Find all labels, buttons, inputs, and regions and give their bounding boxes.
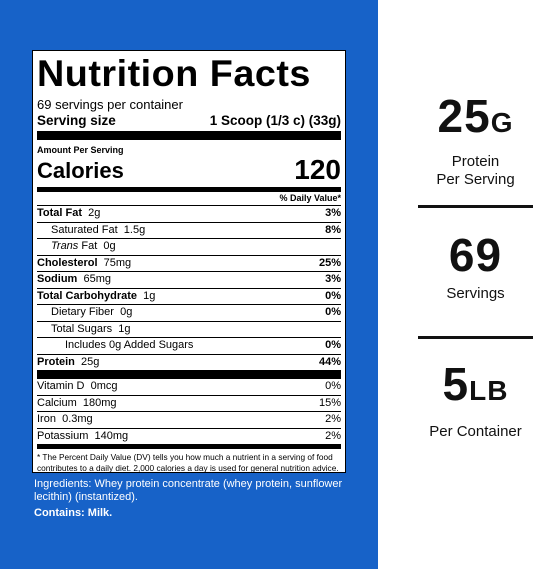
nutrient-dv: 0%: [325, 339, 341, 351]
stat-caption-2: Per Serving: [436, 171, 515, 188]
stat-number: 25: [437, 90, 491, 142]
daily-value-footnote: * The Percent Daily Value (DV) tells you…: [37, 452, 339, 473]
nutrient-row-added-sugars: Includes 0g Added Sugars 0%: [37, 337, 341, 354]
nutrient-name: Saturated Fat: [51, 223, 118, 236]
nutrient-name: Trans: [51, 240, 79, 252]
nutrient-name: Dietary Fiber: [51, 306, 114, 318]
thick-divider: [37, 131, 341, 140]
nutrient-dv: 3%: [325, 207, 341, 219]
vitamin-name: Vitamin D: [37, 380, 85, 392]
allergen-contains-text: Contains: Milk.: [34, 507, 113, 519]
nutrient-amount: 75mg: [103, 256, 132, 269]
nutrient-name: Total Carbohydrate: [37, 289, 138, 302]
nutrient-name: Sodium: [37, 273, 78, 285]
nutrient-row-saturated-fat: Saturated Fat 1.5g 8%: [37, 221, 341, 239]
nutrient-row-sodium: Sodium 65mg 3%: [37, 271, 341, 288]
nutrient-row-protein: Protein 25g 44%: [37, 353, 341, 371]
stat-number: 5: [442, 358, 470, 410]
nutrient-amount: 1.5g: [123, 223, 146, 236]
calories-row: Calories 120: [37, 156, 341, 184]
serving-size-value: 1 Scoop (1/3 c) (33g): [209, 113, 341, 128]
servings-per-container: 69 servings per container: [37, 97, 183, 112]
vitamin-dv: 2%: [325, 413, 341, 425]
stat-divider: [418, 205, 533, 208]
stat-value: 69: [418, 231, 533, 279]
ingredients-text: Ingredients: Whey protein concentrate (w…: [34, 478, 343, 503]
vitamin-name: Potassium: [37, 429, 89, 442]
nutrient-row-total-fat: Total Fat 2g 3%: [37, 205, 341, 222]
nutrient-amount: 0g: [120, 306, 133, 318]
vitamin-name: Calcium: [37, 396, 77, 409]
stat-weight: 5LB Per Container: [418, 360, 533, 441]
nutrient-amount: 2g: [88, 207, 101, 219]
nutrient-dv: 25%: [318, 256, 341, 269]
nutrient-row-dietary-fiber: Dietary Fiber 0g 0%: [37, 304, 341, 321]
nutrient-row-cholesterol: Cholesterol 75mg 25%: [37, 254, 341, 272]
nutrient-name: Total Fat: [37, 207, 83, 219]
stat-caption: Per Container: [429, 423, 522, 440]
calories-value: 120: [294, 154, 341, 185]
vitamin-amount: 0mcg: [90, 380, 118, 392]
nutrient-amount: 1g: [143, 289, 156, 302]
stat-unit: G: [490, 107, 514, 138]
calories-label: Calories: [37, 158, 124, 183]
stat-servings: 69 Servings: [418, 231, 533, 303]
nutrient-name: Cholesterol: [37, 256, 98, 269]
stat-value: 5LB: [418, 360, 533, 415]
nutrient-dv: 3%: [325, 273, 341, 285]
nutrient-row-trans-fat: Trans Fat 0g: [37, 238, 341, 255]
nutrient-row-total-carbohydrate: Total Carbohydrate 1g 0%: [37, 287, 341, 305]
vitamin-amount: 180mg: [82, 396, 117, 409]
stat-protein: 25G Protein Per Serving: [418, 92, 533, 189]
nutrient-dv: 0%: [325, 289, 341, 302]
vitamin-dv: 2%: [325, 429, 341, 442]
thick-divider: [37, 370, 341, 379]
vitamin-dv: 0%: [325, 380, 341, 392]
stat-number: 69: [448, 229, 503, 281]
medium-divider: [37, 187, 341, 192]
stat-value: 25G: [418, 92, 533, 147]
nutrient-name: Protein: [37, 355, 75, 368]
nutrient-amount: 1g: [118, 322, 131, 335]
vitamin-amount: 0.3mg: [62, 413, 93, 425]
vitamin-row-vitamin-d: Vitamin D 0mcg 0%: [37, 379, 341, 395]
serving-size-row: Serving size 1 Scoop (1/3 c) (33g): [37, 112, 341, 129]
nutrient-name: Includes 0g Added Sugars: [65, 339, 194, 351]
nutrient-name: Total Sugars: [51, 322, 113, 335]
medium-divider: [37, 444, 341, 449]
serving-size-label: Serving size: [37, 113, 116, 128]
vitamin-name: Iron: [37, 413, 56, 425]
stat-unit: LB: [469, 375, 509, 406]
nutrient-dv: 8%: [325, 223, 341, 236]
nutrient-row-total-sugars: Total Sugars 1g: [37, 320, 341, 338]
daily-value-header: % Daily Value*: [279, 193, 341, 203]
stat-caption: Servings: [446, 285, 505, 302]
nutrient-amount: 25g: [81, 355, 100, 368]
vitamin-row-calcium: Calcium 180mg 15%: [37, 394, 341, 412]
nutrition-facts-label: Nutrition Facts 69 servings per containe…: [32, 50, 346, 473]
vitamin-row-potassium: Potassium 140mg 2%: [37, 427, 341, 445]
stat-caption: Protein: [451, 153, 500, 170]
vitamin-amount: 140mg: [94, 429, 129, 442]
vitamin-dv: 15%: [318, 396, 341, 409]
nutrient-name-suffix: Fat: [81, 240, 98, 252]
nutrient-amount: 65mg: [83, 273, 111, 285]
label-title: Nutrition Facts: [37, 53, 311, 94]
nutrient-dv: 0%: [325, 306, 341, 318]
stat-divider: [418, 336, 533, 339]
nutrient-amount: 0g: [103, 240, 116, 252]
vitamin-row-iron: Iron 0.3mg 2%: [37, 411, 341, 428]
amount-per-serving: Amount Per Serving: [37, 145, 124, 155]
nutrient-dv: 44%: [318, 355, 341, 368]
